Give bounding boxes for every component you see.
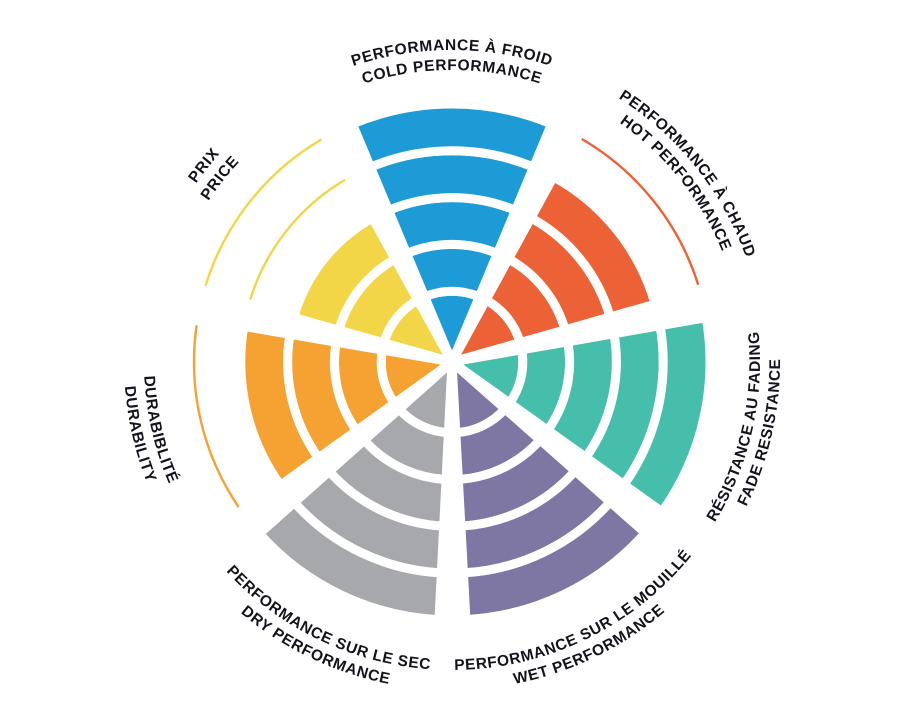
- wheel-segment-durability[interactable]: [236, 321, 457, 490]
- wheel-segment-wet-performance[interactable]: [447, 357, 650, 625]
- wheel-segment-dry-performance[interactable]: [254, 357, 457, 625]
- segment-label-hot-performance-fr: PERFORMANCE À CHAUD: [616, 87, 758, 259]
- wheel-segment-price[interactable]: [289, 213, 457, 367]
- empty-ring-outline-durability-5: [192, 325, 240, 508]
- segment-ring-fade-resistance-5[interactable]: [619, 313, 715, 517]
- segments-layer: [236, 99, 715, 625]
- segment-ring-dry-performance-5[interactable]: [254, 497, 446, 625]
- segment-label-cold-performance-en: COLD PERFORMANCE: [360, 57, 544, 87]
- wheel-segment-cold-performance[interactable]: [347, 99, 557, 367]
- wheel-segment-hot-performance[interactable]: [447, 172, 660, 367]
- segment-ring-durability-4[interactable]: [236, 321, 323, 490]
- wheel-segment-fade-resistance[interactable]: [447, 313, 715, 517]
- unfilled-ring-outlines: [192, 137, 700, 508]
- segment-ring-price-3[interactable]: [289, 213, 400, 335]
- segment-ring-cold-performance-5[interactable]: [347, 99, 557, 172]
- empty-ring-outline-hot-performance-5: [581, 137, 700, 286]
- segment-ring-hot-performance-4[interactable]: [526, 172, 660, 322]
- segment-ring-wet-performance-5[interactable]: [458, 497, 650, 625]
- segment-label-wet-performance-en: WET PERFORMANCE: [512, 601, 668, 688]
- empty-ring-outline-price-5: [204, 138, 323, 287]
- empty-ring-outline-price-4: [249, 178, 346, 300]
